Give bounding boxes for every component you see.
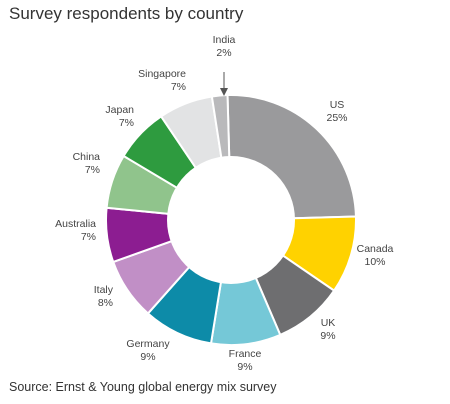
slice-labels: US 25%Canada 10%UK 9%France 9%Germany 9%Italy… xyxy=(55,34,393,373)
slice-label-value: 10% xyxy=(364,256,385,268)
slice-label-name: China xyxy=(73,151,101,163)
slice-label-japan: Japan 7% xyxy=(105,104,134,129)
slice-label-name: Australia xyxy=(55,218,96,230)
slice-label-value: 7% xyxy=(171,81,186,93)
slice-label-value: 7% xyxy=(81,231,96,243)
slice-label-value: 9% xyxy=(320,330,335,342)
slice-label-singapore: Singapore 7% xyxy=(138,68,186,93)
slice-label-value: 8% xyxy=(98,297,113,309)
chart-title: Survey respondents by country xyxy=(9,4,244,23)
slice-label-value: 9% xyxy=(237,361,252,373)
slice-label-value: 9% xyxy=(140,351,155,363)
slice-label-china: China 7% xyxy=(73,151,101,176)
slice-label-name: Singapore xyxy=(138,68,186,80)
slice-label-us: US 25% xyxy=(326,99,347,124)
slice-label-name: US xyxy=(330,99,345,111)
slice-label-value: 2% xyxy=(216,47,231,59)
slice-label-italy: Italy 8% xyxy=(94,284,114,309)
donut-hole xyxy=(167,156,295,284)
slice-label-name: France xyxy=(229,348,262,360)
slice-label-name: Italy xyxy=(94,284,114,296)
slice-label-name: Germany xyxy=(126,338,170,350)
slice-label-value: 25% xyxy=(326,112,347,124)
slice-label-canada: Canada 10% xyxy=(357,243,394,268)
slice-label-australia: Australia 7% xyxy=(55,218,96,243)
slice-label-name: UK xyxy=(321,317,336,329)
slice-label-name: Canada xyxy=(357,243,394,255)
slice-label-india: India 2% xyxy=(213,34,236,59)
slice-label-name: Japan xyxy=(105,104,134,116)
slice-label-uk: UK 9% xyxy=(320,317,335,342)
slice-label-value: 7% xyxy=(85,164,100,176)
slice-label-germany: Germany 9% xyxy=(126,338,170,363)
slice-label-name: India xyxy=(213,34,236,46)
india-pointer-arrow xyxy=(220,72,228,96)
slice-label-france: France 9% xyxy=(229,348,262,373)
slice-label-value: 7% xyxy=(119,117,134,129)
chart-source: Source: Ernst & Young global energy mix … xyxy=(9,380,277,394)
